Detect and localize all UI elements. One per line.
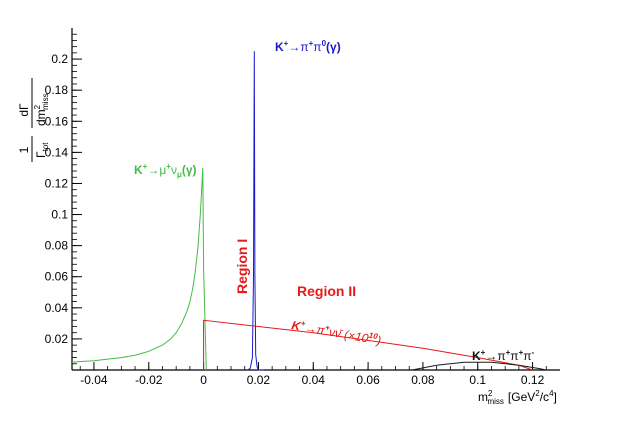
x-axis-label: m2 miss [GeV2/c4] <box>478 389 557 406</box>
series-k3pi <box>411 361 547 371</box>
y-tick-label: 0.1 <box>51 208 68 222</box>
x-tick-label: 0.08 <box>411 373 435 387</box>
x-tick-label: 0.02 <box>247 373 271 387</box>
x-tick-label: -0.04 <box>80 373 108 387</box>
y-tick-label: 0.02 <box>45 332 69 346</box>
label-k3pi: K+→π+π+π- <box>472 348 535 363</box>
x-tick-label: 0.06 <box>356 373 380 387</box>
x-tick-label: -0.02 <box>135 373 163 387</box>
y-tick-label: 0.12 <box>45 176 69 190</box>
y-tick-label: 0.08 <box>45 239 69 253</box>
label-kpipi0: K+→π+π0(γ) <box>275 39 341 54</box>
x-tick-label: 0.12 <box>521 373 545 387</box>
y-label-den-right: dm2miss <box>33 93 50 126</box>
y-tick-label: 0.2 <box>51 52 68 66</box>
label-kmunu: K+→μ+νμ(γ) <box>134 162 197 179</box>
y-tick-label: 0.18 <box>45 83 69 97</box>
y-tick-label: 0.14 <box>45 145 69 159</box>
y-tick-label: 0.06 <box>45 270 69 284</box>
region-2-label: Region II <box>297 283 356 299</box>
y-tick-label: 0.16 <box>45 114 69 128</box>
series-kmunu <box>71 167 207 371</box>
series-kpipi0 <box>247 51 264 371</box>
y-label-den-left: Γtot <box>34 142 50 158</box>
series-layer <box>71 51 547 371</box>
label-kpinunu: K+→π+νν̄ (×1010) <box>290 317 382 348</box>
y-label-num-left: 1 <box>17 146 31 153</box>
y-tick-label: 0.04 <box>45 301 69 315</box>
ticks: -0.04 -0.02 0 0.02 0.04 0.06 0.08 0.1 0.12 0.02 0.… <box>45 33 547 387</box>
x-tick-label: 0.1 <box>469 373 486 387</box>
x-tick-label: 0 <box>200 373 207 387</box>
region-1-label: Region I <box>234 239 250 294</box>
y-label-num-right: dΓ <box>17 103 31 117</box>
y-axis-label: 1 Γtot dΓ dm2miss <box>17 78 50 162</box>
svg-text:K+→π+νν̄ (×1010): K+→π+νν̄ (×1010) <box>290 317 382 348</box>
x-tick-label: 0.04 <box>302 373 326 387</box>
